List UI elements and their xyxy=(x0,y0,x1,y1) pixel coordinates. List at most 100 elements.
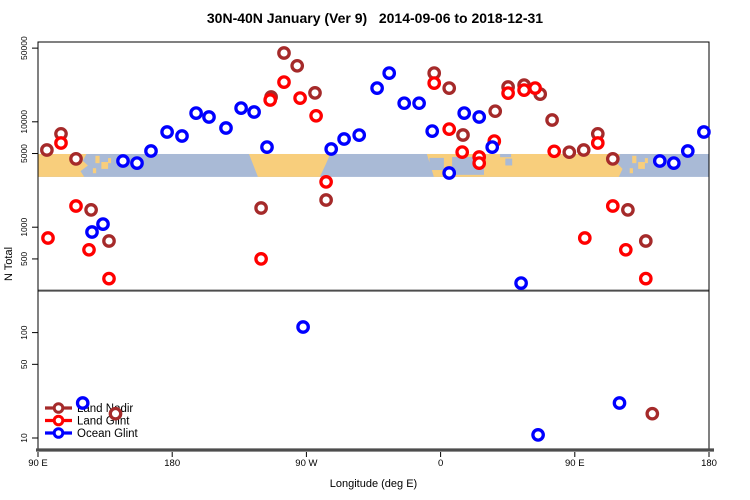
y-tick-label: 50 xyxy=(19,359,29,369)
x-tick-label: 90 E xyxy=(28,458,48,469)
point-ocean-glint xyxy=(457,106,472,120)
y-tick-label: 1000 xyxy=(19,217,29,236)
point-land-nadir xyxy=(638,234,653,248)
point-land-nadir xyxy=(277,46,291,60)
legend-marker-ocean-glint xyxy=(52,427,65,439)
point-ocean-glint xyxy=(144,144,158,158)
point-land-nadir xyxy=(621,203,635,217)
point-land-glint xyxy=(82,242,96,257)
map-band-sea xyxy=(505,158,513,166)
y-tick-label: 5000 xyxy=(19,144,29,163)
point-land-nadir xyxy=(84,203,98,217)
point-land-nadir xyxy=(645,406,660,421)
point-land-glint xyxy=(427,76,442,90)
map-band-island xyxy=(92,168,97,174)
point-land-glint xyxy=(638,271,653,286)
y-tick-label: 50000 xyxy=(19,36,29,60)
point-ocean-glint xyxy=(219,121,233,135)
point-ocean-glint xyxy=(680,144,695,158)
map-band-island xyxy=(644,158,648,164)
point-ocean-glint xyxy=(370,81,384,95)
point-ocean-glint xyxy=(234,101,248,115)
point-ocean-glint xyxy=(425,124,440,138)
point-land-nadir xyxy=(605,152,620,166)
point-ocean-glint xyxy=(116,154,130,168)
legend-label: Ocean Glint xyxy=(77,428,139,440)
point-ocean-glint xyxy=(85,225,99,239)
point-ocean-glint xyxy=(75,396,90,410)
point-land-glint xyxy=(501,86,515,100)
point-land-nadir xyxy=(576,143,591,157)
point-land-glint xyxy=(472,156,487,170)
x-tick-label: 180 xyxy=(701,458,717,469)
y-tick-label: 500 xyxy=(19,252,29,266)
point-ocean-glint xyxy=(324,142,339,156)
point-land-glint xyxy=(455,145,470,159)
point-land-nadir xyxy=(40,143,54,157)
point-land-glint xyxy=(319,175,333,189)
point-land-glint xyxy=(102,271,116,286)
point-land-glint xyxy=(528,81,542,95)
map-band-island xyxy=(95,155,100,164)
point-land-glint xyxy=(309,108,323,123)
point-ocean-glint xyxy=(412,96,426,111)
map-band-island xyxy=(101,162,109,169)
point-land-glint xyxy=(547,144,562,159)
point-land-glint xyxy=(263,93,278,107)
point-land-nadir xyxy=(69,152,83,166)
point-land-nadir xyxy=(319,193,333,207)
point-ocean-glint xyxy=(96,217,110,231)
x-tick-label: 90 W xyxy=(295,458,317,469)
point-ocean-glint xyxy=(514,276,528,290)
y-tick-label: 100 xyxy=(19,325,29,339)
map-band-land xyxy=(248,153,331,177)
point-ocean-glint xyxy=(472,110,487,124)
point-land-nadir xyxy=(290,58,305,73)
legend-marker-land-nadir xyxy=(52,402,65,414)
point-land-glint xyxy=(69,199,83,213)
y-tick-label: 10 xyxy=(19,433,29,443)
y-tick-label: 10000 xyxy=(19,110,29,134)
point-land-glint xyxy=(54,136,68,150)
point-ocean-glint xyxy=(485,140,500,154)
map-band-island xyxy=(632,155,637,164)
point-ocean-glint xyxy=(202,110,216,124)
point-land-nadir xyxy=(254,201,268,215)
map-band-island xyxy=(638,162,645,169)
legend-label: Land Glint xyxy=(77,416,130,428)
point-ocean-glint xyxy=(352,128,367,142)
point-ocean-glint xyxy=(337,132,351,146)
point-ocean-glint xyxy=(531,428,545,442)
point-land-glint xyxy=(254,252,268,266)
point-ocean-glint xyxy=(130,156,144,170)
point-ocean-glint xyxy=(260,140,274,154)
chart-title: 30N-40N January (Ver 9) 2014-09-06 to 20… xyxy=(206,10,544,26)
point-land-nadir xyxy=(545,113,559,127)
point-ocean-glint xyxy=(189,106,203,120)
point-ocean-glint xyxy=(296,320,310,334)
map-band-island xyxy=(108,158,112,164)
point-land-nadir xyxy=(442,81,457,95)
point-ocean-glint xyxy=(160,125,174,139)
point-land-glint xyxy=(277,75,291,89)
x-tick-label: 180 xyxy=(164,458,180,469)
point-land-glint xyxy=(590,136,605,150)
point-ocean-glint xyxy=(666,156,681,170)
point-land-glint xyxy=(517,83,531,97)
map-band-sea xyxy=(500,153,512,158)
point-ocean-glint xyxy=(652,154,667,168)
point-land-glint xyxy=(577,231,592,245)
point-ocean-glint xyxy=(175,129,189,143)
y-axis-title: N Total xyxy=(3,247,15,281)
point-land-glint xyxy=(41,231,55,245)
point-land-glint xyxy=(442,122,457,136)
point-land-nadir xyxy=(456,128,470,142)
point-land-glint xyxy=(618,242,633,257)
point-land-nadir xyxy=(102,234,116,248)
point-ocean-glint xyxy=(247,105,261,119)
map-band-sea xyxy=(429,157,444,171)
point-ocean-glint xyxy=(612,396,627,410)
point-land-nadir xyxy=(562,145,577,160)
